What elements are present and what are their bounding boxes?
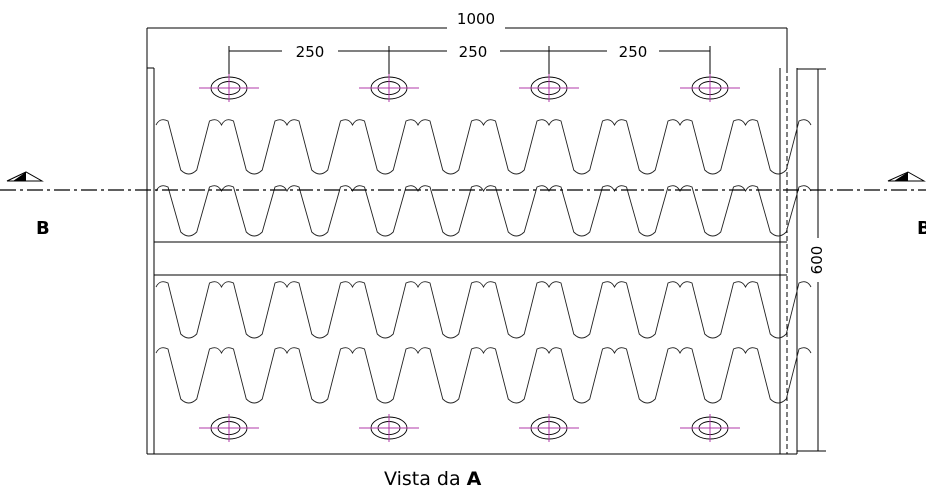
hole-spacing-dimension <box>228 46 711 82</box>
hole-spacing-label-1: 250 <box>296 43 325 61</box>
serpentine-row-3 <box>155 281 812 339</box>
mounting-hole-icon <box>199 74 259 102</box>
mounting-hole-icon <box>680 414 740 442</box>
mounting-hole-icon <box>519 74 579 102</box>
section-label-right: B <box>917 218 926 239</box>
overall-height-dimension <box>797 68 826 452</box>
mounting-hole-icon <box>680 74 740 102</box>
overall-height-label: 600 <box>808 246 826 275</box>
serpentine-row-2 <box>155 185 812 237</box>
serpentine-row-4 <box>155 347 812 404</box>
overall-width-label: 1000 <box>457 10 495 28</box>
section-arrow-left-icon <box>6 171 44 182</box>
hole-spacing-label-2: 250 <box>459 43 488 61</box>
serpentine-row-1 <box>155 119 812 175</box>
mounting-hole-icon <box>519 414 579 442</box>
view-caption: Vista da A <box>384 468 482 490</box>
mounting-hole-icon <box>359 414 419 442</box>
mounting-hole-icon <box>199 414 259 442</box>
overall-width-dimension <box>146 27 788 68</box>
serpentine-rows <box>155 119 812 404</box>
mounting-hole-icon <box>359 74 419 102</box>
hole-spacing-label-3: 250 <box>619 43 648 61</box>
plate-outline <box>146 67 798 455</box>
mounting-holes <box>199 74 740 442</box>
view-caption-prefix: Vista da <box>384 468 461 490</box>
section-label-left: B <box>36 218 50 239</box>
view-caption-letter: A <box>467 468 482 490</box>
section-arrow-right-icon <box>887 171 926 182</box>
